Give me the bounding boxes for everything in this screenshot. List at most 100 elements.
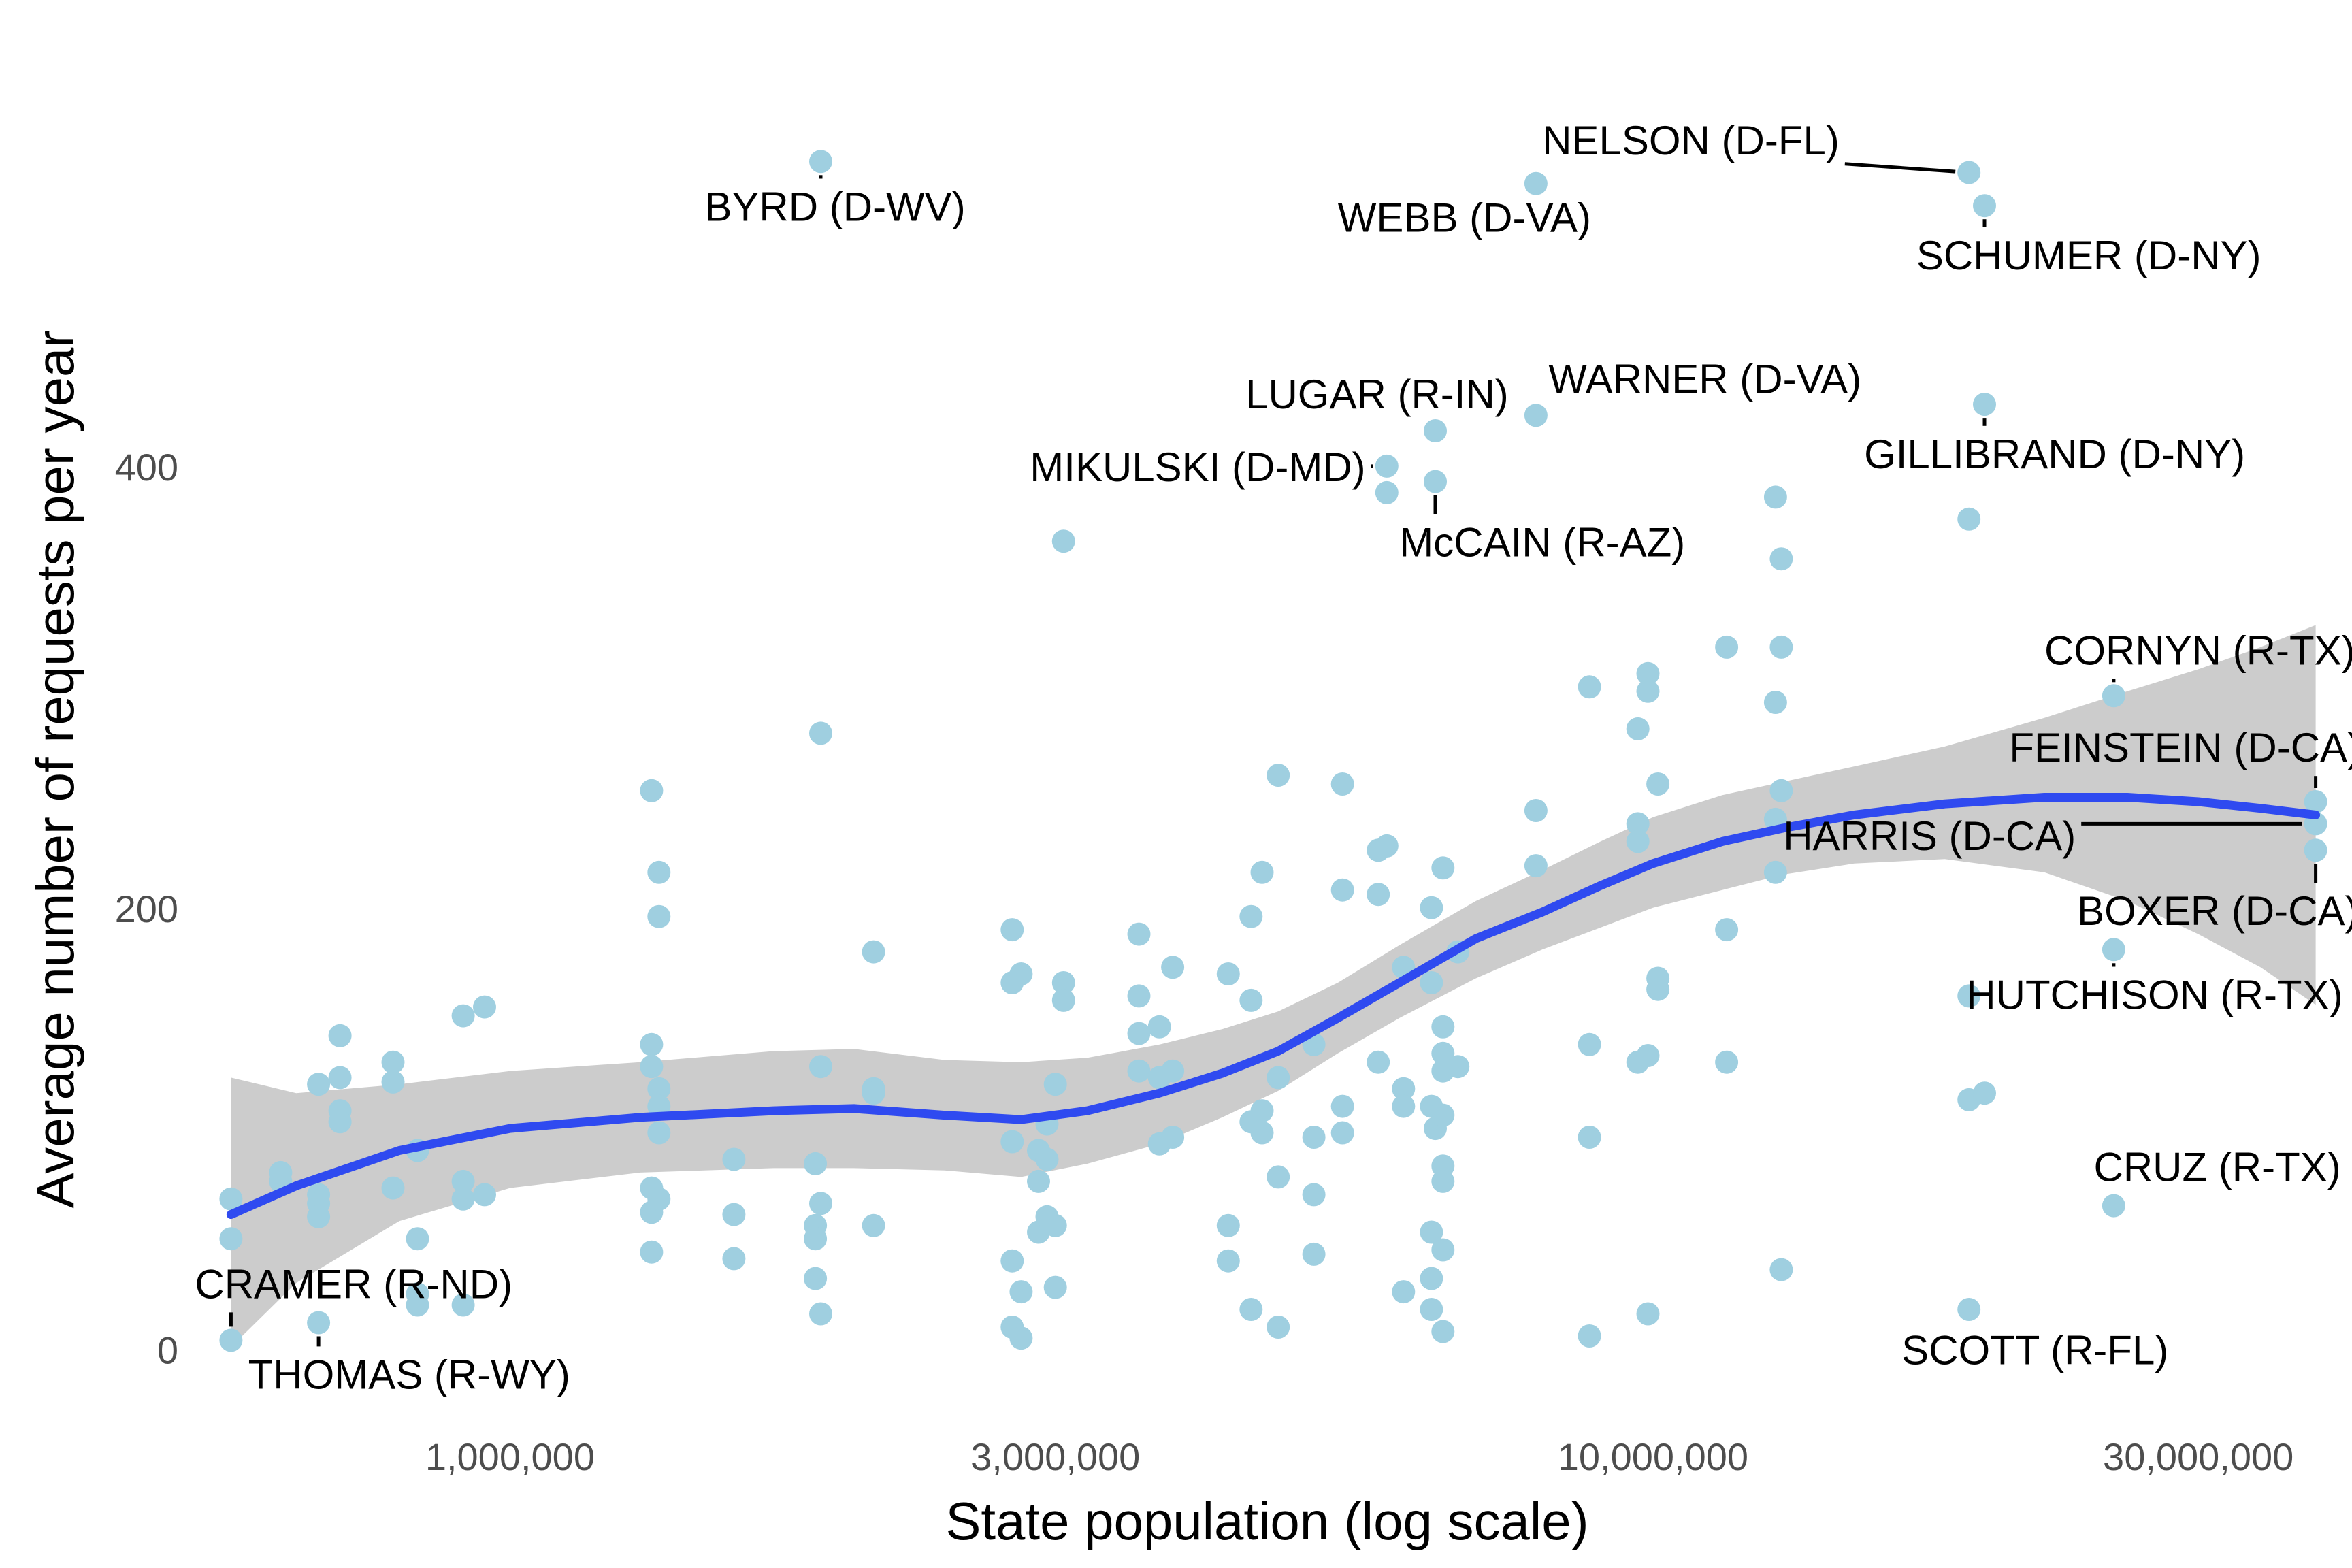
data-point [1957,161,1981,184]
data-point [1626,717,1650,740]
data-point [1330,772,1354,796]
data-point [1715,635,1739,659]
data-point [1009,962,1033,985]
data-point [2102,1194,2125,1218]
annotation-label: BOXER (D-CA) [2077,888,2352,934]
data-point [809,1192,832,1215]
data-point [640,1032,664,1056]
data-point [1000,1249,1024,1273]
x-axis-title: State population (log scale) [945,1491,1588,1551]
x-tick-label: 3,000,000 [970,1435,1140,1478]
data-point [1009,1280,1033,1304]
data-point [1646,772,1670,796]
trend-line-layer [226,793,2321,1220]
annotation-label: SCOTT (R-FL) [1901,1328,2168,1373]
data-point [1424,470,1447,493]
data-point [1446,1055,1470,1079]
data-point [1375,480,1399,504]
data-point [804,1152,828,1175]
data-point [1646,977,1670,1001]
annotation-label: FEINSTEIN (D-CA) [2009,725,2352,770]
data-point [1420,896,1443,919]
data-point [1239,904,1263,928]
data-point [1626,830,1650,853]
data-point [1051,529,1075,553]
data-point [1127,1059,1151,1083]
data-point [328,1110,352,1134]
data-point [307,1073,331,1096]
data-point [1302,1126,1326,1149]
data-point [1216,1249,1240,1273]
data-point [328,1024,352,1047]
data-point [1392,1280,1416,1304]
data-point [1267,1066,1290,1090]
data-point [1957,507,1981,531]
data-point [1250,1121,1274,1145]
data-point [809,1302,832,1326]
confidence-band [231,625,2316,1348]
data-point [1043,1073,1067,1096]
data-point [1431,1041,1455,1065]
data-point [2304,838,2328,862]
y-tick-label: 0 [157,1329,178,1372]
data-point [647,860,671,884]
data-point [451,1187,475,1211]
data-point [451,1293,475,1317]
data-point [640,779,664,802]
data-point [1216,962,1240,985]
data-point [1636,1302,1660,1326]
data-point [809,150,832,174]
data-point [219,1187,243,1211]
data-point [1239,1298,1263,1321]
data-point [647,1121,671,1145]
data-point [1043,1275,1067,1299]
annotation-label: HARRIS (D-CA) [1783,813,2076,859]
points-layer [219,150,2328,1352]
data-point [1763,485,1787,509]
data-point [1127,922,1151,946]
data-point [1578,675,1601,699]
data-point [2304,790,2328,813]
annotation-label: SCHUMER (D-NY) [1916,233,2261,278]
data-point [1763,860,1787,884]
annotation-label: THOMAS (R-WY) [248,1352,570,1397]
annotation-label: McCAIN (R-AZ) [1399,520,1685,566]
data-point [1367,883,1390,906]
data-point [328,1066,352,1090]
data-point [1578,1032,1601,1056]
data-point [1051,988,1075,1012]
y-tick-label: 200 [115,887,178,930]
data-point [1302,1242,1326,1266]
data-point [1431,1238,1455,1262]
data-point [1267,1316,1290,1339]
data-point [804,1267,828,1290]
data-point [1161,1059,1185,1083]
data-point [1161,956,1185,979]
data-point [1267,764,1290,787]
data-point [1216,1213,1240,1237]
data-point [1127,1022,1151,1045]
data-point [722,1147,746,1171]
data-point [1715,1050,1739,1074]
data-point [1715,918,1739,942]
data-point [862,1081,885,1105]
data-point [451,1169,475,1193]
data-point [1578,1126,1601,1149]
annotation-label: GILLIBRAND (D-NY) [1864,431,2245,477]
data-point [1239,988,1263,1012]
data-point [1147,1015,1171,1039]
data-point [1161,1126,1185,1149]
data-point [381,1050,405,1074]
data-point [809,1055,832,1079]
data-point [219,1328,243,1352]
data-point [2102,938,2125,962]
x-tick-label: 10,000,000 [1558,1435,1748,1478]
data-point [473,995,496,1019]
data-point [1769,635,1793,659]
data-point [1769,779,1793,802]
data-point [1763,691,1787,714]
data-point [1267,1165,1290,1189]
data-point [1420,1298,1443,1321]
data-point [1636,1044,1660,1067]
annotation-label: CRUZ (R-TX) [2094,1145,2341,1190]
